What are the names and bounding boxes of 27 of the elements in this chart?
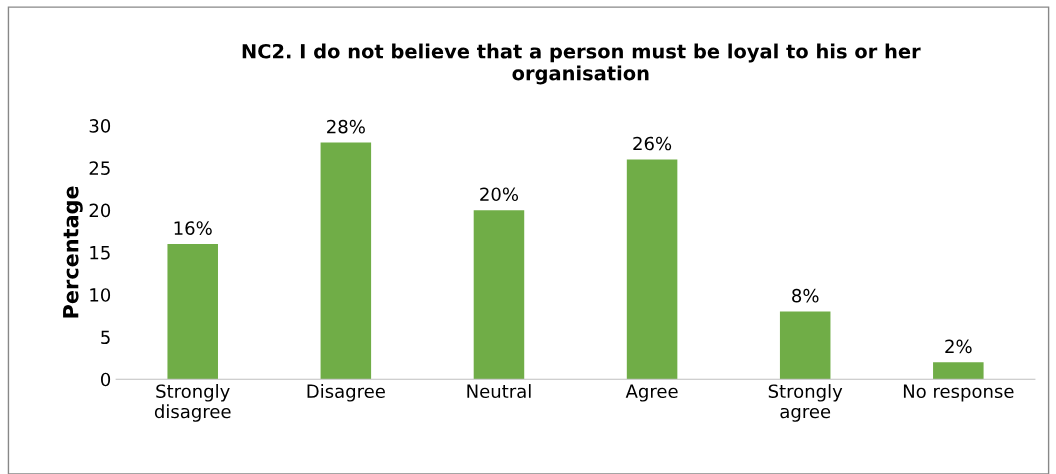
data-label: 2% xyxy=(945,339,972,354)
bar xyxy=(320,142,372,380)
x-tick-label: Strongly disagree xyxy=(154,384,231,422)
data-label: 20% xyxy=(480,187,519,202)
data-label: 8% xyxy=(792,288,819,303)
bar xyxy=(626,159,678,380)
y-tick-label: 25 xyxy=(89,161,110,175)
x-tick-label: Disagree xyxy=(307,384,385,402)
x-tick-label: Neutral xyxy=(467,384,531,399)
x-tick-label: Strongly agree xyxy=(768,384,843,422)
y-tick-label: 15 xyxy=(90,246,110,260)
y-tick-label: 5 xyxy=(101,330,110,345)
y-tick-label: 10 xyxy=(90,288,111,302)
x-tick-label: No response xyxy=(903,384,1014,402)
bar xyxy=(933,362,984,380)
data-label: 26% xyxy=(633,136,672,151)
data-label: 16% xyxy=(174,221,212,235)
y-axis-title: Percentage xyxy=(63,186,83,318)
bar xyxy=(473,210,525,380)
bar xyxy=(167,243,218,380)
x-tick-label: Agree xyxy=(625,384,678,402)
y-tick-label: 20 xyxy=(89,203,111,218)
data-label: 28% xyxy=(327,119,365,134)
y-tick-label: 0 xyxy=(101,372,111,387)
bar xyxy=(779,311,831,380)
y-tick-label: 30 xyxy=(89,119,111,133)
chart-title: NC2. I do not believe that a person must be loyal to his or her organisation xyxy=(242,43,921,85)
